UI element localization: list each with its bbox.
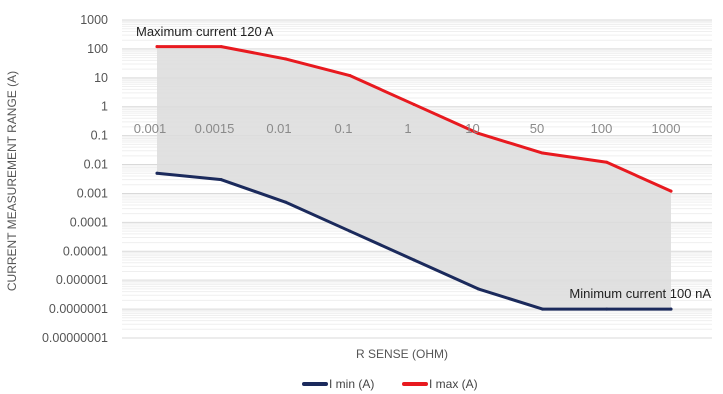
x-tick-label: 100: [591, 121, 613, 136]
max-current-annotation: Maximum current 120 A: [136, 24, 274, 39]
data-point-imax: [669, 189, 673, 193]
y-tick-label: 0.00000001: [42, 331, 108, 345]
legend: I min (A) I max (A): [302, 377, 478, 391]
data-point-imax: [476, 131, 480, 135]
x-tick-label: 0.01: [266, 121, 291, 136]
y-tick-label: 0.0001: [70, 215, 108, 229]
data-point-imax: [541, 151, 544, 155]
x-tick-label: 50: [530, 121, 544, 136]
y-tick-label: 100: [87, 42, 108, 56]
data-point-imax: [219, 45, 223, 49]
legend-item-imin: I min (A): [302, 377, 374, 391]
y-tick-label: 1000: [80, 13, 108, 27]
range-area-fill: [157, 46, 671, 310]
legend-label-imax: I max (A): [429, 377, 478, 391]
y-tick-label: 0.0000001: [49, 302, 108, 316]
y-axis-ticks: 1000 100 10 1 0.1 0.01 0.001 0.0001 0.00001 0.000…: [42, 13, 108, 345]
x-axis-ticks: 0.001 0.0015 0.01 0.1 1 10 50 100 1000: [134, 121, 681, 136]
data-point-imax: [605, 160, 609, 164]
data-point-imin: [219, 178, 223, 182]
data-point-imin: [541, 307, 544, 311]
x-tick-label: 1: [404, 121, 411, 136]
data-point-imax: [348, 74, 352, 78]
x-axis-title: R SENSE (OHM): [356, 347, 448, 361]
data-point-imin: [412, 258, 416, 262]
series-lines: [155, 45, 673, 311]
data-point-imax: [412, 102, 416, 106]
min-current-annotation: Minimum current 100 nA: [569, 286, 711, 301]
data-point-imax: [284, 57, 287, 61]
x-tick-label: 1000: [652, 121, 681, 136]
y-tick-label: 0.00001: [63, 244, 108, 258]
y-tick-label: 1: [101, 100, 108, 114]
y-tick-label: 0.1: [91, 129, 108, 143]
y-tick-label: 0.001: [77, 186, 108, 200]
y-tick-label: 0.000001: [56, 273, 108, 287]
data-point-imin: [476, 287, 480, 291]
data-point-imin: [284, 200, 287, 204]
x-tick-label: 0.0015: [195, 121, 235, 136]
x-tick-label: 10: [465, 121, 479, 136]
data-point-imin: [155, 171, 159, 175]
data-point-imin: [669, 307, 673, 311]
legend-label-imin: I min (A): [329, 377, 374, 391]
legend-item-imax: I max (A): [402, 377, 478, 391]
data-point-imin: [348, 229, 352, 233]
y-tick-label: 0.01: [84, 158, 108, 172]
y-axis-title: CURRENT MEASUREMENT RANGE (A): [5, 71, 19, 291]
data-point-imin: [605, 307, 609, 311]
x-tick-label: 0.001: [134, 121, 167, 136]
y-tick-label: 10: [94, 71, 108, 85]
data-point-imax: [155, 45, 159, 49]
x-tick-label: 0.1: [334, 121, 352, 136]
